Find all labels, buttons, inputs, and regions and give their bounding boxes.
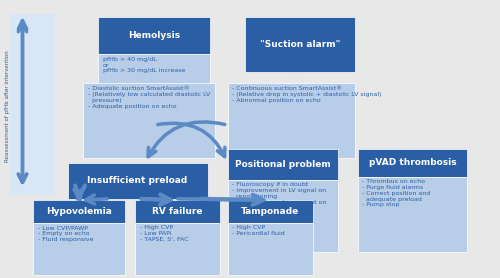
FancyBboxPatch shape	[32, 223, 125, 275]
Text: - Thrombus on echo
- Purge fluid alarms
- Correct position and
  adequate preloa: - Thrombus on echo - Purge fluid alarms …	[362, 179, 431, 207]
Text: pVAD thrombosis: pVAD thrombosis	[368, 158, 456, 167]
Text: Hypovolemia: Hypovolemia	[46, 207, 112, 216]
Text: - High CVP
- Pericardial fluid: - High CVP - Pericardial fluid	[232, 225, 285, 236]
FancyBboxPatch shape	[358, 177, 468, 252]
FancyBboxPatch shape	[68, 163, 207, 199]
Text: "Suction alarm": "Suction alarm"	[260, 40, 340, 49]
Text: Positional problem: Positional problem	[234, 160, 330, 169]
FancyBboxPatch shape	[10, 14, 55, 195]
FancyBboxPatch shape	[135, 223, 220, 275]
FancyBboxPatch shape	[245, 17, 355, 72]
FancyBboxPatch shape	[135, 200, 220, 223]
Text: - Low CVP/PAWP
- Empty on echo
- Fluid responsive: - Low CVP/PAWP - Empty on echo - Fluid r…	[38, 225, 93, 242]
Text: - Diastolic suction SmartAssist®
- (Relatively low calculated diastolic LV
  pre: - Diastolic suction SmartAssist® - (Rela…	[88, 86, 210, 109]
FancyBboxPatch shape	[228, 149, 338, 180]
FancyBboxPatch shape	[228, 200, 312, 223]
Text: - Continuous suction SmartAssist®
- (Relative drop in systolic + diastolic LV si: - Continuous suction SmartAssist® - (Rel…	[232, 86, 382, 103]
Text: RV failure: RV failure	[152, 207, 203, 216]
Text: Reassessment of pfHb after intervention: Reassessment of pfHb after intervention	[5, 50, 10, 162]
Text: pfHb > 40 mg/dL
or
pfHb > 30 mg/dL increase: pfHb > 40 mg/dL or pfHb > 30 mg/dL incre…	[102, 57, 185, 73]
Text: Insufficient preload: Insufficient preload	[88, 176, 188, 185]
Text: Hemolysis: Hemolysis	[128, 31, 180, 40]
FancyBboxPatch shape	[228, 180, 338, 252]
FancyBboxPatch shape	[358, 149, 468, 177]
FancyBboxPatch shape	[82, 83, 215, 158]
FancyBboxPatch shape	[98, 54, 210, 106]
FancyBboxPatch shape	[32, 200, 125, 223]
FancyBboxPatch shape	[228, 83, 355, 158]
Text: Tamponade: Tamponade	[241, 207, 299, 216]
FancyBboxPatch shape	[228, 223, 312, 275]
FancyBboxPatch shape	[98, 17, 210, 54]
Text: - High CVP
- Low PAPi
- TAPSE, S', FAC: - High CVP - Low PAPi - TAPSE, S', FAC	[140, 225, 188, 242]
Text: - Fluoroscopy if in doubt
- Improvement in LV signal on
  repositioning
- Increa: - Fluoroscopy if in doubt - Improvement …	[232, 182, 327, 210]
